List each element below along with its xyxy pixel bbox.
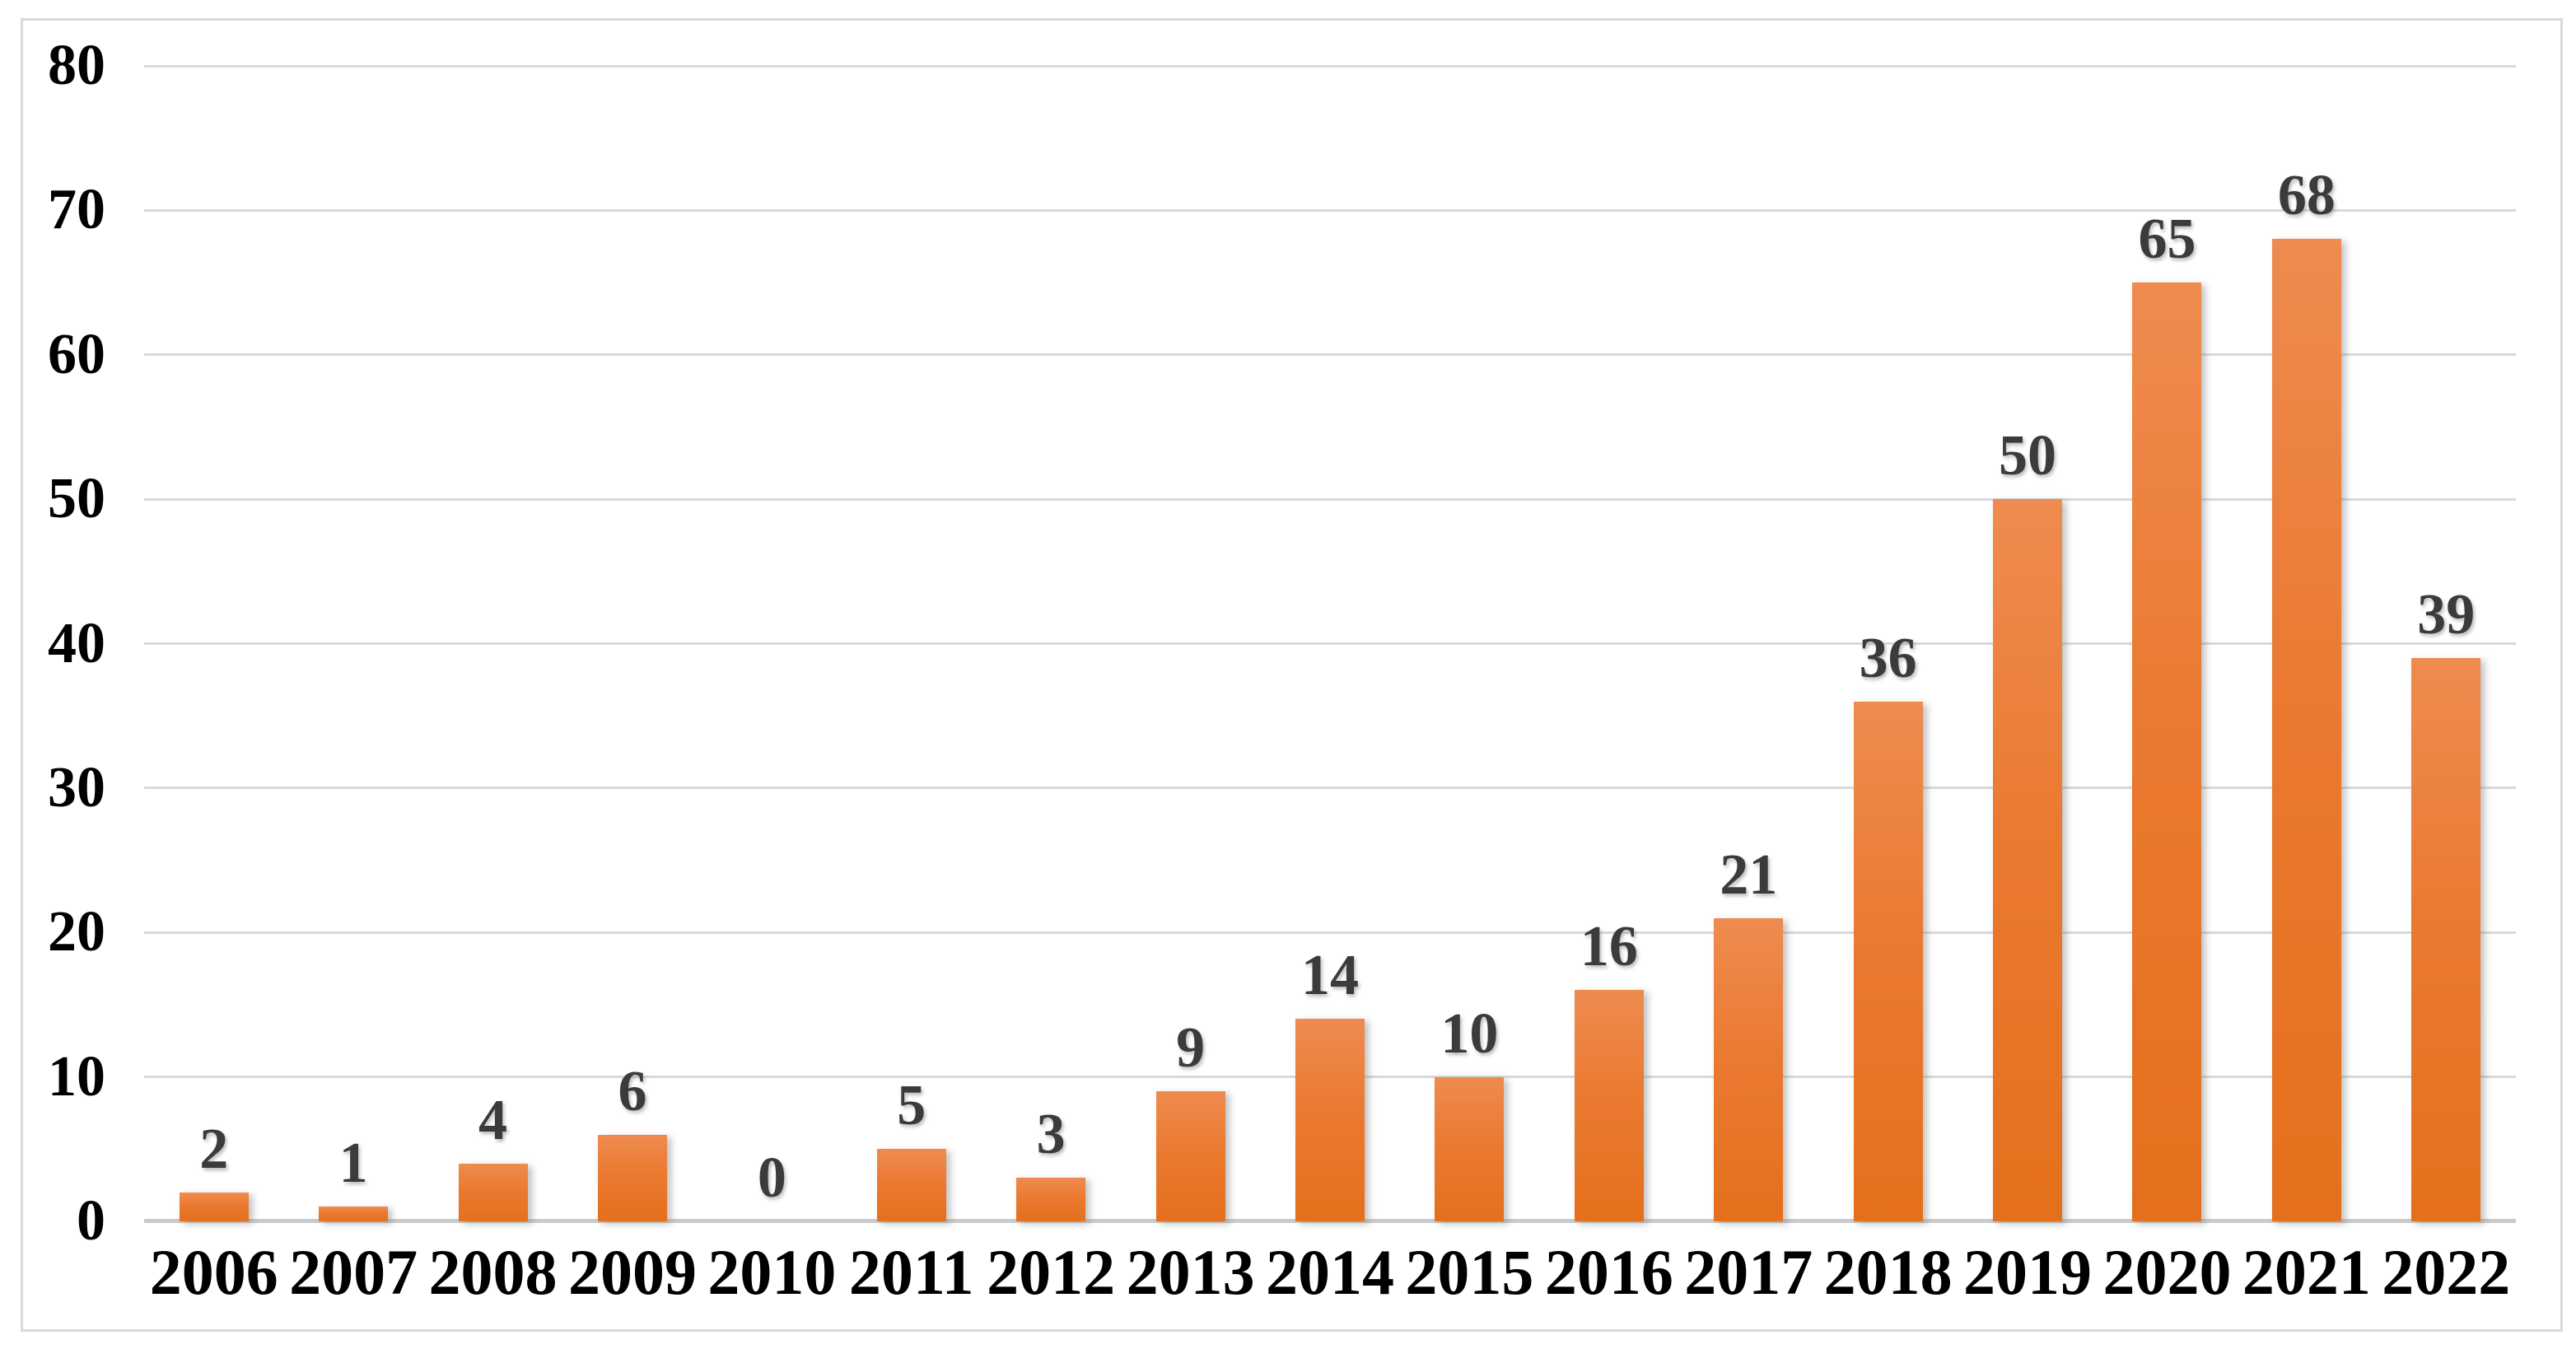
gridline-70 [144,208,2516,212]
x-axis-label-2010: 2010 [707,1236,837,1308]
bar-2020 [2132,282,2202,1221]
gridline-40 [144,642,2516,645]
y-tick-label-80: 80 [48,34,105,97]
bar-value-label-2009: 6 [618,1059,647,1123]
x-axis-label-2009: 2009 [567,1236,697,1308]
bar-value-label-2022: 39 [2417,583,2476,647]
bar-value-label-2012: 3 [1036,1103,1066,1167]
bar-value-label-2019: 50 [1999,424,2057,488]
bar-2022 [2411,658,2481,1221]
bar-value-label-2007: 1 [338,1132,368,1196]
x-axis-label-2021: 2021 [2242,1236,2371,1308]
bar-2019 [1993,499,2063,1221]
gridline-20 [144,931,2516,934]
bar-2015 [1435,1076,1505,1221]
bar-2016 [1574,990,1644,1221]
bar-value-label-2015: 10 [1440,1001,1499,1066]
x-axis-label-2019: 2019 [1963,1236,2093,1308]
gridline-30 [144,787,2516,790]
x-axis-label-2015: 2015 [1405,1236,1534,1308]
chart-frame-border [21,18,2563,1332]
y-tick-label-0: 0 [77,1189,105,1253]
y-tick-label-50: 50 [48,467,105,531]
bar-2017 [1714,917,1784,1221]
bar-2014 [1295,1019,1365,1221]
x-axis-label-2006: 2006 [149,1236,278,1308]
x-axis-label-2017: 2017 [1684,1236,1813,1308]
bar-value-label-2014: 14 [1301,944,1359,1008]
bar-value-label-2010: 0 [757,1146,786,1210]
bar-2009 [597,1134,667,1221]
bar-value-label-2018: 36 [1859,626,1917,690]
y-tick-label-20: 20 [48,900,105,964]
bar-value-label-2011: 5 [897,1074,926,1138]
bar-value-label-2020: 65 [2138,208,2196,272]
bar-value-label-2017: 21 [1720,843,1778,907]
bar-2013 [1155,1091,1225,1221]
x-axis-label-2016: 2016 [1544,1236,1673,1308]
bar-value-label-2006: 2 [199,1117,229,1181]
x-axis-label-2020: 2020 [2102,1236,2232,1308]
bar-2007 [319,1207,389,1221]
y-tick-label-60: 60 [48,322,105,386]
x-axis-label-2013: 2013 [1126,1236,1255,1308]
bar-value-label-2021: 68 [2277,164,2336,228]
bar-2011 [876,1149,946,1221]
x-axis-label-2018: 2018 [1823,1236,1953,1308]
x-axis-label-2014: 2014 [1266,1236,1394,1308]
bar-value-label-2016: 16 [1580,915,1638,979]
x-axis-label-2012: 2012 [987,1236,1116,1308]
bar-2006 [179,1192,249,1221]
y-tick-label-30: 30 [48,755,105,819]
gridline-80 [144,64,2516,68]
y-tick-label-70: 70 [48,178,105,242]
bar-2008 [458,1163,528,1221]
bar-value-label-2013: 9 [1176,1016,1206,1081]
x-axis-label-2007: 2007 [289,1236,418,1308]
gridline-50 [144,497,2516,501]
y-tick-label-40: 40 [48,611,105,675]
bar-2018 [1853,701,1923,1221]
bar-2012 [1016,1178,1086,1221]
x-axis-label-2008: 2008 [428,1236,558,1308]
bar-2021 [2271,239,2341,1221]
plot-area: 2 1 4 6 0 5 3 9 14 10 16 21 36 50 65 68 39 [144,64,2516,1223]
y-tick-label-10: 10 [48,1044,105,1109]
x-axis-label-2022: 2022 [2382,1236,2511,1308]
x-axis-label-2011: 2011 [848,1236,974,1308]
gridline-60 [144,353,2516,357]
bar-value-label-2008: 4 [478,1088,508,1152]
